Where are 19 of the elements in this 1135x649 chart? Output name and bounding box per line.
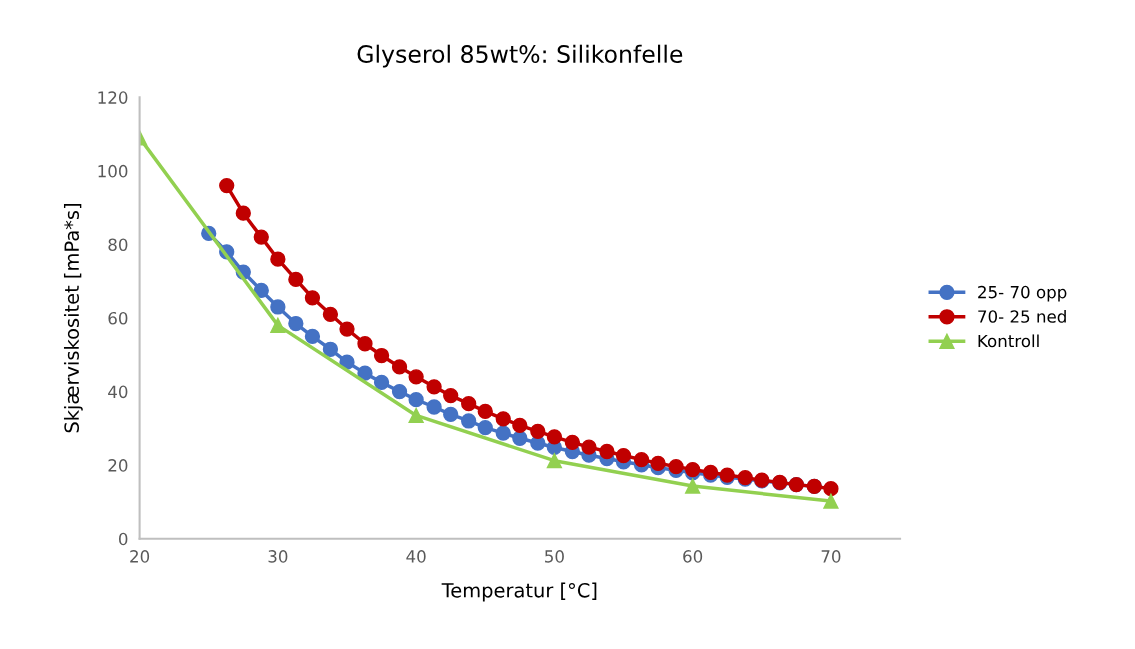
legend-label: 25- 70 opp [978, 285, 1067, 302]
y-tick-label: 120 [98, 91, 128, 104]
y-tick-label: 40 [108, 385, 128, 399]
x-axis-title: Temperatur [°C] [441, 582, 597, 602]
x-tick-label: 60 [683, 550, 703, 563]
y-axis-title: Skjærviskositet [mPa*s] [63, 204, 83, 433]
y-tick-label: 100 [98, 164, 128, 178]
legend-label: 70- 25 ned [978, 309, 1066, 323]
x-tick-label: 30 [268, 550, 288, 563]
chart-title: Glyserol 85wt%: Silikonfelle [357, 44, 683, 68]
y-tick-label: 80 [108, 238, 128, 252]
y-tick-label: 20 [108, 459, 128, 472]
x-tick-label: 50 [545, 550, 564, 563]
legend-label: Kontroll [978, 334, 1039, 348]
y-tick-label: 60 [108, 311, 128, 325]
y-tick-label: 0 [118, 532, 128, 546]
x-tick-label: 20 [130, 550, 150, 563]
x-tick-label: 70 [821, 550, 841, 563]
x-tick-label: 40 [406, 550, 426, 563]
